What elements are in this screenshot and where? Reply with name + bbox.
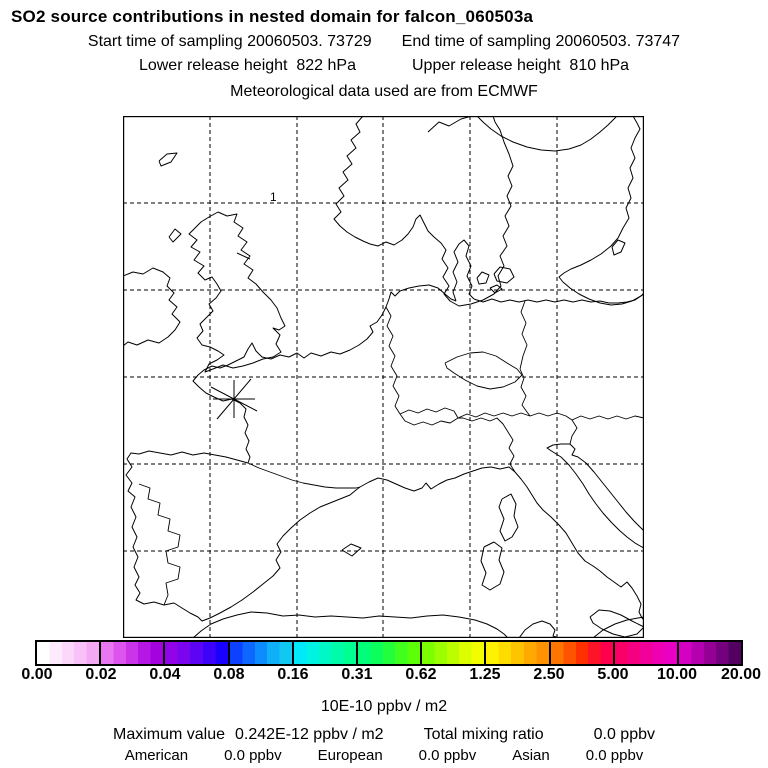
- colorbar-segment: [227, 642, 292, 664]
- colorbar-ticks: 0.00 0.02 0.04 0.08 0.16 0.31 0.62 1.25 2.50 5.00…: [0, 666, 768, 686]
- coast-south-baltic: [473, 292, 644, 304]
- colorbar: [35, 640, 743, 666]
- source-name: European: [317, 747, 383, 764]
- coast-fragment: [236, 252, 251, 260]
- colorbar-segment: [612, 642, 677, 664]
- colorbar-segment: [420, 642, 485, 664]
- colorbar-tick-label: 2.50: [533, 666, 565, 683]
- border-hungary: [571, 415, 644, 421]
- coast-mediterranean-italy: [359, 466, 644, 621]
- colorbar-tick-label: 0.62: [405, 666, 437, 683]
- coast-jutland: [452, 239, 475, 302]
- colorbar-tick-label: 0.02: [85, 666, 117, 683]
- border-czech-austria: [519, 368, 531, 417]
- border-pyrenees: [247, 462, 361, 489]
- page-title: SO2 source contributions in nested domai…: [11, 7, 534, 26]
- maximum-value: 0.242E-12 ppbv / m2: [235, 726, 384, 743]
- border-czech: [444, 351, 523, 390]
- coast-scandinavia: [333, 116, 514, 307]
- maximum-value-label: Maximum value: [112, 726, 226, 743]
- coast-faroe: [158, 152, 178, 167]
- border-slovenia: [569, 419, 578, 445]
- upper-release-text: Upper release height 810 hPa: [412, 57, 630, 74]
- colorbar-tick-label: 0.00: [21, 666, 53, 683]
- colorbar-unit: 10E-10 ppbv / m2: [320, 698, 448, 715]
- colorbar-tick-label: 10.00: [656, 666, 698, 683]
- coast-hebrides: [168, 228, 182, 243]
- colorbar-tick-label: 0.31: [341, 666, 373, 683]
- coast-finland: [476, 116, 618, 152]
- sampling-time-line: Start time of sampling 20060503. 73729 E…: [0, 33, 768, 51]
- colorbar-segment: [37, 642, 100, 664]
- coast-sicily: [589, 609, 644, 638]
- coast-italy-adriatic: [552, 451, 644, 549]
- border-portugal-spain: [138, 483, 181, 606]
- coast-adriatic-top: [546, 443, 570, 453]
- colorbar-segment: [676, 642, 742, 664]
- colorbar-segment: [484, 642, 549, 664]
- total-mixing-ratio-label: Total mixing ratio: [423, 726, 544, 743]
- total-mixing-ratio-value: 0.0 ppbv: [593, 726, 655, 743]
- border-austria: [457, 412, 573, 421]
- colorbar-segment: [99, 642, 164, 664]
- coast-balkan: [569, 443, 644, 532]
- source-value: 0.0 ppbv: [224, 747, 282, 764]
- coast-tunisia: [518, 620, 560, 638]
- coast-iberia: [125, 450, 361, 622]
- border-switzerland: [399, 407, 459, 426]
- contour-label: 1: [270, 190, 277, 204]
- border-alps: [458, 417, 516, 473]
- coast-baltic-east: [558, 116, 644, 306]
- met-source-text: Meteorological data used are from ECMWF: [230, 83, 538, 100]
- coast-great-britain: [188, 211, 286, 373]
- release-point-marker: [210, 378, 258, 420]
- coastlines: [123, 116, 644, 638]
- coast-zealand: [493, 266, 515, 284]
- coast-africa-east: [592, 616, 644, 638]
- coast-gotland: [611, 239, 626, 256]
- stats-row: Maximum value 0.242E-12 ppbv / m2 Total …: [0, 726, 768, 744]
- end-time-text: End time of sampling 20060503. 73747: [401, 33, 681, 50]
- colorbar-segment: [548, 642, 613, 664]
- coast-ireland: [123, 267, 181, 347]
- release-height-line: Lower release height 822 hPa Upper relea…: [0, 57, 768, 75]
- colorbar-segment: [291, 642, 356, 664]
- coast-north-africa: [192, 611, 509, 638]
- colorbar-tick-label: 0.04: [149, 666, 181, 683]
- colorbar-tick-label: 5.00: [597, 666, 629, 683]
- grid-lines: [123, 116, 644, 638]
- source-value: 0.0 ppbv: [585, 747, 644, 764]
- source-name: American: [124, 747, 189, 764]
- colorbar-tick-label: 0.16: [277, 666, 309, 683]
- coast-north-sea: [349, 284, 457, 351]
- met-data-line: Meteorological data used are from ECMWF: [0, 83, 768, 101]
- lower-release-text: Lower release height 822 hPa: [138, 57, 356, 74]
- coast-small-island: [489, 284, 503, 294]
- country-borders: [138, 300, 644, 606]
- coast-sardinia: [480, 541, 505, 591]
- source-name: Asian: [512, 747, 550, 764]
- colorbar-tick-label: 20.00: [720, 666, 762, 683]
- coast-balearic: [341, 543, 362, 557]
- border-rhine: [385, 306, 401, 415]
- coast-funen: [476, 271, 490, 285]
- colorbar-tick-label: 1.25: [469, 666, 501, 683]
- source-contributions-row: American 0.0 ppbv European 0.0 ppbv Asian 0.0…: [0, 747, 768, 764]
- coast-corsica: [498, 493, 519, 542]
- border-germany-poland: [519, 300, 528, 370]
- colorbar-tick-label: 0.08: [213, 666, 245, 683]
- coast-channel-biscay: [192, 342, 351, 464]
- europe-map: 1: [123, 116, 644, 638]
- source-value: 0.0 ppbv: [418, 747, 477, 764]
- coast-norway-inner: [427, 116, 473, 133]
- colorbar-segment: [163, 642, 228, 664]
- start-time-text: Start time of sampling 20060503. 73729: [87, 33, 372, 50]
- colorbar-segment: [355, 642, 421, 664]
